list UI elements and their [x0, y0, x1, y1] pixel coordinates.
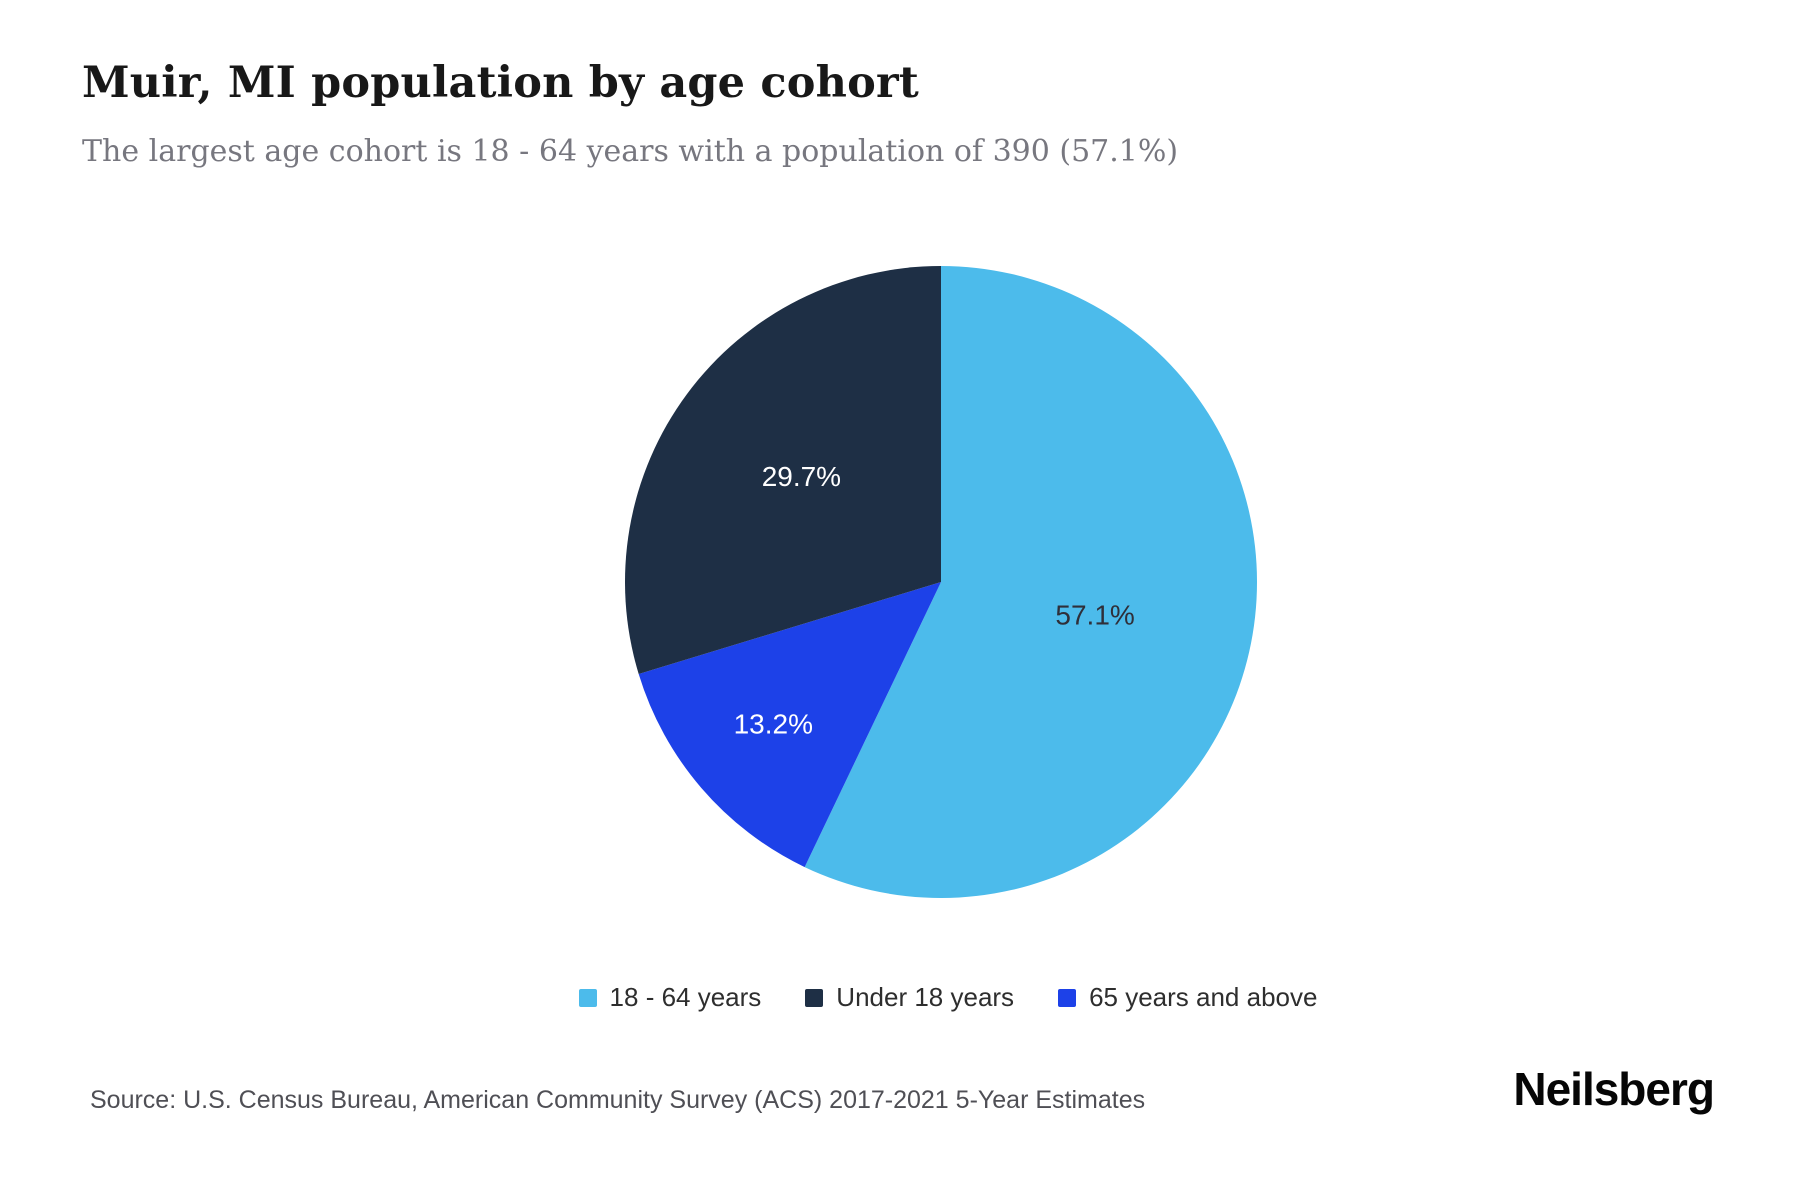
legend: 18 - 64 years Under 18 years 65 years and …: [48, 982, 1800, 1013]
legend-swatch: [1058, 988, 1077, 1007]
pie-chart: 57.1% 13.2% 29.7%: [611, 252, 1271, 912]
source-note: Source: U.S. Census Bureau, American Com…: [90, 1086, 1146, 1114]
pie-slice-label: 29.7%: [762, 461, 841, 492]
pie-slice-1: [638, 582, 941, 868]
legend-swatch: [578, 988, 597, 1007]
pie-slice-0: [804, 266, 1258, 899]
legend-label: Under 18 years: [836, 982, 1015, 1012]
legend-swatch: [805, 988, 824, 1007]
legend-label: 18 - 64 years: [609, 982, 762, 1012]
legend-label: 65 years and above: [1089, 982, 1318, 1012]
legend-item-1: Under 18 years: [805, 982, 1014, 1013]
pie-slice-2: [625, 266, 941, 674]
pie-chart-svg: 57.1% 13.2% 29.7%: [625, 266, 1258, 899]
pie-slice-label: 57.1%: [1055, 599, 1134, 630]
pie-slice-label: 13.2%: [734, 709, 813, 740]
legend-item-0: 18 - 64 years: [578, 982, 762, 1013]
chart-subtitle: The largest age cohort is 18 - 64 years …: [82, 134, 1179, 169]
brand-logo: Neilsberg: [1513, 1063, 1715, 1115]
legend-item-2: 65 years and above: [1058, 982, 1317, 1013]
chart-title: Muir, MI population by age cohort: [82, 58, 919, 108]
